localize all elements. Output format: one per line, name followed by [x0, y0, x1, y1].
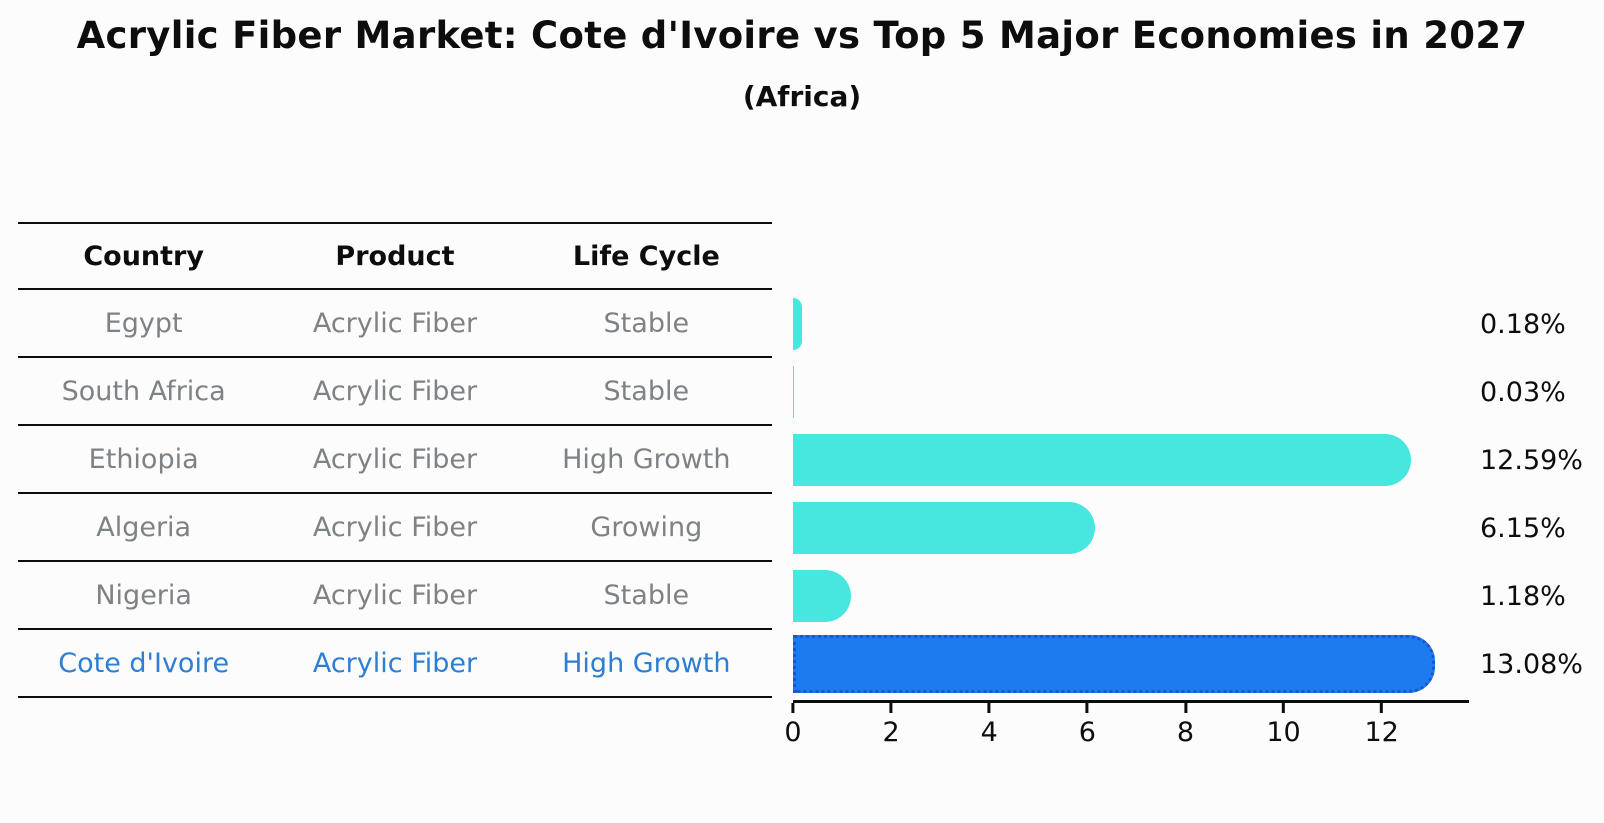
cell-product: Acrylic Fiber — [312, 443, 478, 475]
table-row: South Africa Acrylic Fiber Stable — [18, 358, 772, 426]
x-axis-tick-mark — [791, 703, 795, 713]
x-axis-tick: 0 — [784, 703, 802, 748]
bar-row: 6.15% — [793, 494, 1566, 562]
chart-subtitle: (Africa) — [742, 80, 862, 113]
cell-product: Acrylic Fiber — [312, 307, 478, 339]
cell-lifecycle: High Growth — [562, 443, 731, 475]
bar-value-label: 1.18% — [1480, 580, 1566, 612]
cell-country: Ethiopia — [88, 443, 199, 475]
x-axis-tick: 8 — [1177, 703, 1194, 748]
cell-product: Acrylic Fiber — [312, 375, 478, 407]
x-axis-tick: 12 — [1364, 703, 1399, 748]
column-header-lifecycle: Life Cycle — [572, 240, 720, 272]
cell-lifecycle: Stable — [603, 307, 690, 339]
cell-country: Cote d'Ivoire — [58, 647, 230, 679]
x-axis-tick-mark — [1282, 703, 1286, 713]
x-axis-tick-label: 10 — [1266, 717, 1301, 748]
x-axis-tick-label: 0 — [784, 717, 802, 748]
bar — [793, 434, 1411, 486]
x-axis-tick: 4 — [981, 703, 998, 748]
cell-product: Acrylic Fiber — [312, 579, 478, 611]
x-axis-ticks: 0 2 4 6 8 10 12 — [784, 703, 1469, 763]
bar-row: 0.03% — [793, 358, 1566, 426]
cell-product: Acrylic Fiber — [312, 647, 478, 679]
bar — [793, 502, 1095, 554]
x-axis-tick: 2 — [883, 703, 900, 748]
bar-row: 12.59% — [793, 426, 1583, 494]
x-axis-tick-mark — [1085, 703, 1089, 713]
cell-lifecycle: Stable — [603, 375, 690, 407]
x-axis-tick-label: 12 — [1364, 717, 1399, 748]
x-axis-tick-label: 4 — [980, 717, 998, 748]
column-header-country: Country — [83, 240, 204, 272]
x-axis-line — [793, 700, 1469, 703]
bar-chart: 0.18% 0.03% 12.59% 6.15% 1.18% 13.08% — [793, 290, 1583, 698]
bar-row: 13.08% — [793, 630, 1583, 698]
cell-lifecycle: Growing — [590, 511, 703, 543]
x-axis-tick-mark — [1183, 703, 1187, 713]
x-axis-tick-mark — [987, 703, 991, 713]
bar-row: 1.18% — [793, 562, 1566, 630]
x-axis-tick-mark — [1380, 703, 1384, 713]
cell-lifecycle: Stable — [603, 579, 690, 611]
chart-title: Acrylic Fiber Market: Cote d'Ivoire vs T… — [76, 14, 1528, 57]
x-axis-tick-label: 2 — [882, 717, 900, 748]
bar-value-label: 13.08% — [1480, 648, 1583, 680]
cell-product: Acrylic Fiber — [312, 511, 478, 543]
table-row: Nigeria Acrylic Fiber Stable — [18, 562, 772, 630]
bar-value-label: 12.59% — [1480, 444, 1583, 476]
cell-country: Nigeria — [95, 579, 192, 611]
bar-value-label: 0.03% — [1480, 376, 1566, 408]
bar-value-label: 6.15% — [1480, 512, 1566, 544]
cell-country: Algeria — [96, 511, 192, 543]
cell-country: South Africa — [61, 375, 226, 407]
x-axis-tick: 6 — [1079, 703, 1096, 748]
x-axis-tick-label: 8 — [1176, 717, 1195, 748]
x-axis-tick: 10 — [1266, 703, 1301, 748]
column-header-product: Product — [335, 240, 455, 272]
bar — [793, 298, 802, 350]
table-row: Cote d'Ivoire Acrylic Fiber High Growth — [18, 630, 772, 698]
bar — [793, 570, 851, 622]
bar-highlighted — [793, 635, 1435, 693]
table-row: Algeria Acrylic Fiber Growing — [18, 494, 772, 562]
country-table: Country Product Life Cycle Egypt Acrylic… — [18, 222, 772, 698]
bar — [793, 366, 795, 418]
x-axis-tick-label: 6 — [1078, 717, 1096, 748]
table-header-row: Country Product Life Cycle — [18, 224, 772, 290]
bar-value-label: 0.18% — [1480, 308, 1566, 340]
cell-country: Egypt — [104, 307, 183, 339]
bar-row: 0.18% — [793, 290, 1566, 358]
table-row: Egypt Acrylic Fiber Stable — [18, 290, 772, 358]
x-axis-tick-mark — [889, 703, 893, 713]
cell-lifecycle: High Growth — [562, 647, 731, 679]
table-row: Ethiopia Acrylic Fiber High Growth — [18, 426, 772, 494]
